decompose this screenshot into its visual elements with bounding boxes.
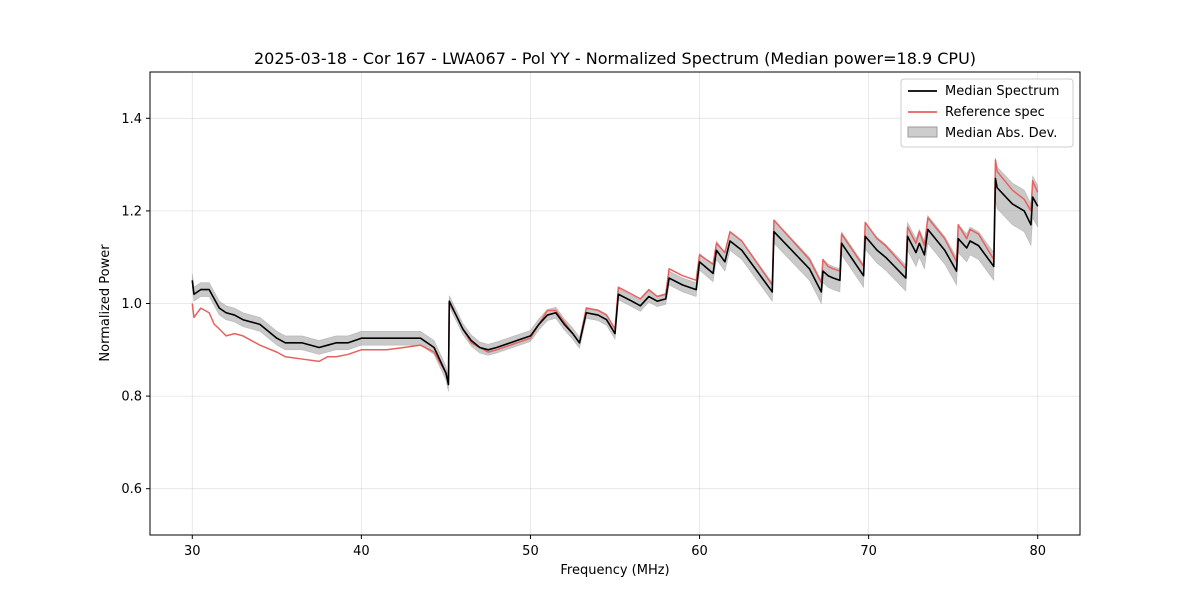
mad-band-layer [191,157,1039,392]
y-tick-label: 1.4 [121,112,142,127]
legend-label-mad: Median Abs. Dev. [945,126,1057,141]
legend-swatch-mad [907,126,938,138]
legend: Median Spectrum Reference spec Median Ab… [900,78,1074,148]
x-tick-label: 50 [522,544,539,559]
x-tick-label: 70 [860,544,877,559]
legend-box [900,78,1074,148]
x-tick-label: 40 [353,544,370,559]
median-spectrum-line [191,177,1039,386]
x-axis-label: Frequency (MHz) [560,563,669,578]
y-tick-label: 0.8 [121,390,142,405]
mad-band [191,157,1039,392]
series-layer [191,159,1039,386]
reference-spec-line [191,159,1039,383]
y-tick-label: 1.0 [121,297,142,312]
y-axis-label: Normalized Power [98,244,113,362]
x-tick-label: 80 [1029,544,1046,559]
legend-label-reference: Reference spec [945,105,1045,120]
legend-label-median: Median Spectrum [945,84,1059,99]
chart-title: 2025-03-18 - Cor 167 - LWA067 - Pol YY -… [254,49,976,68]
y-tick-label: 1.2 [121,204,142,219]
y-tick-label: 0.6 [121,482,142,497]
y-axis-ticks: 0.6 0.8 1.0 1.2 1.4 [121,112,150,497]
x-tick-label: 30 [184,544,201,559]
x-tick-label: 60 [691,544,708,559]
x-axis-ticks: 30 40 50 60 70 80 [184,535,1046,559]
